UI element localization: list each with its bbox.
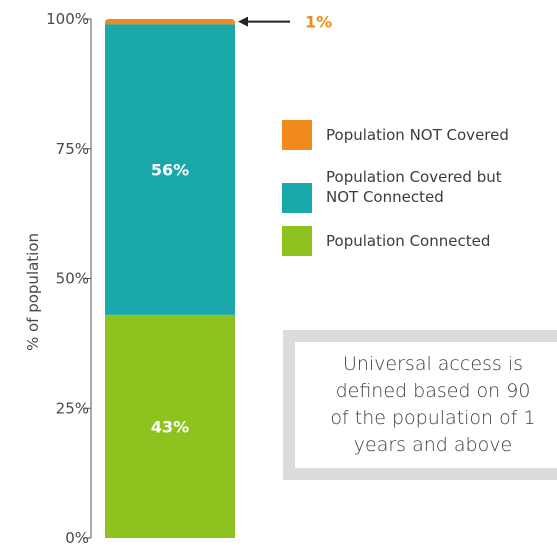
legend-item-connected: Population Connected [282, 226, 556, 256]
note-text: Universal access is defined based on 90 … [330, 353, 536, 456]
legend-item-covered-not-connected: Population Covered but NOT Connected [282, 168, 556, 213]
callout: 1% [238, 13, 332, 32]
legend-item-not-covered: Population NOT Covered [282, 120, 556, 150]
y-tick-label: 50% [56, 270, 89, 288]
legend-swatch-connected [282, 226, 312, 256]
segment-labels: 43% 56% [151, 161, 189, 437]
y-tick-label: 75% [56, 140, 89, 158]
y-tick-label: 0% [65, 529, 89, 547]
legend-label-not-covered: Population NOT Covered [326, 126, 509, 144]
legend-label-covered-not-connected: Population Covered but NOT Connected [326, 168, 502, 206]
callout-label: 1% [305, 13, 332, 32]
bar-segment [105, 19, 235, 25]
legend-label-connected: Population Connected [326, 232, 491, 250]
y-axis-label: % of population [24, 233, 42, 351]
bar-segment [105, 24, 235, 315]
legend-swatch-not-covered [282, 120, 312, 150]
bar-data-label: 56% [151, 161, 189, 180]
y-axis: 0% 25% 50% 75% 100% [46, 10, 92, 547]
callout-arrow-head [238, 16, 248, 27]
bar-data-label: 43% [151, 417, 189, 436]
y-tick-label: 25% [56, 399, 89, 417]
bar-segment [105, 314, 235, 538]
note-inner: Universal access is defined based on 90 … [295, 342, 557, 468]
legend-swatch-covered-not-connected [282, 183, 312, 213]
bars [105, 19, 235, 538]
note-box: Universal access is defined based on 90 … [283, 330, 557, 480]
y-tick-label: 100% [46, 10, 89, 28]
